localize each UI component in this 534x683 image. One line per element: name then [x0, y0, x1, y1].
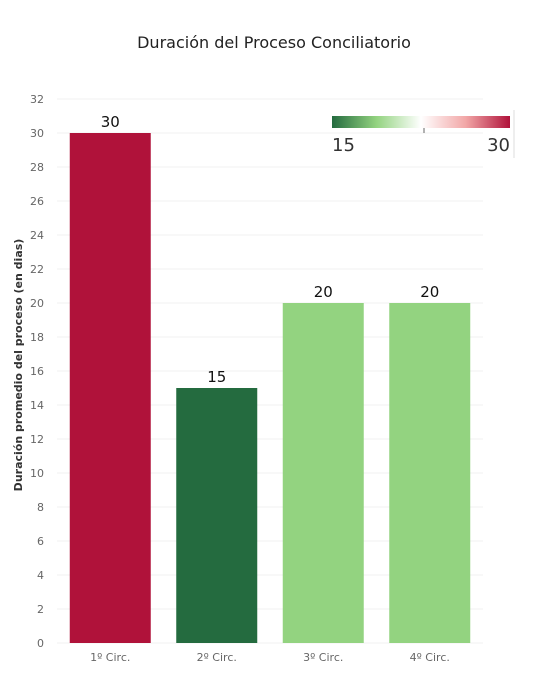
y-tick-label: 2: [37, 603, 44, 616]
y-tick-label: 24: [30, 229, 44, 242]
data-label: 20: [314, 283, 333, 301]
data-label: 30: [101, 113, 120, 131]
y-tick-label: 20: [30, 297, 44, 310]
y-tick-label: 18: [30, 331, 44, 344]
y-axis-label: Duración promedio del proceso (en dias): [12, 239, 25, 492]
x-category-label: 3º Circ.: [303, 651, 343, 664]
bar: [282, 303, 364, 643]
bar: [176, 388, 258, 643]
y-tick-label: 32: [30, 93, 44, 106]
x-category-label: 1º Circ.: [90, 651, 130, 664]
y-tick-label: 16: [30, 365, 44, 378]
y-tick-label: 0: [37, 637, 44, 650]
x-category-label: 2º Circ.: [197, 651, 237, 664]
y-tick-label: 6: [37, 535, 44, 548]
y-tick-label: 12: [30, 433, 44, 446]
x-category-label: 4º Circ.: [410, 651, 450, 664]
color-legend-min-label: 15: [332, 135, 355, 156]
data-label: 15: [207, 368, 226, 386]
bar: [389, 303, 471, 643]
color-legend-bar: [332, 116, 510, 128]
bar: [69, 133, 151, 643]
y-tick-label: 30: [30, 127, 44, 140]
y-tick-label: 14: [30, 399, 44, 412]
y-tick-label: 28: [30, 161, 44, 174]
y-tick-label: 22: [30, 263, 44, 276]
color-legend-max-label: 30: [487, 135, 510, 156]
y-tick-label: 4: [37, 569, 44, 582]
data-label: 20: [420, 283, 439, 301]
color-legend: 15 30: [332, 110, 515, 158]
y-tick-label: 8: [37, 501, 44, 514]
data-labels: 30 15 20 20: [101, 113, 440, 386]
bars: [69, 133, 471, 643]
y-tick-label: 10: [30, 467, 44, 480]
x-axis-categories: 1º Circ. 2º Circ. 3º Circ. 4º Circ.: [90, 651, 450, 664]
y-tick-label: 26: [30, 195, 44, 208]
chart-title: Duración del Proceso Conciliatorio: [137, 33, 411, 52]
